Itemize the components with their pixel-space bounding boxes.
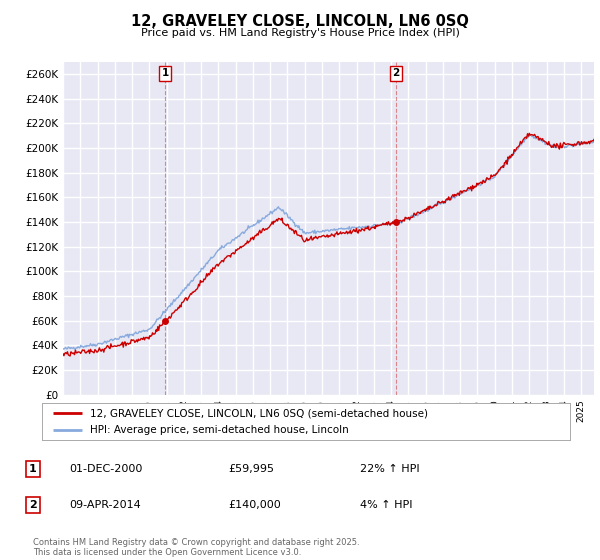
Text: Contains HM Land Registry data © Crown copyright and database right 2025.
This d: Contains HM Land Registry data © Crown c…: [33, 538, 359, 557]
Text: £140,000: £140,000: [228, 500, 281, 510]
Text: 1: 1: [29, 464, 37, 474]
Text: 12, GRAVELEY CLOSE, LINCOLN, LN6 0SQ (semi-detached house): 12, GRAVELEY CLOSE, LINCOLN, LN6 0SQ (se…: [89, 408, 428, 418]
Text: £59,995: £59,995: [228, 464, 274, 474]
Text: Price paid vs. HM Land Registry's House Price Index (HPI): Price paid vs. HM Land Registry's House …: [140, 28, 460, 38]
Text: 4% ↑ HPI: 4% ↑ HPI: [360, 500, 413, 510]
Text: 22% ↑ HPI: 22% ↑ HPI: [360, 464, 419, 474]
Text: 12, GRAVELEY CLOSE, LINCOLN, LN6 0SQ: 12, GRAVELEY CLOSE, LINCOLN, LN6 0SQ: [131, 14, 469, 29]
Text: 09-APR-2014: 09-APR-2014: [69, 500, 141, 510]
Text: 2: 2: [29, 500, 37, 510]
Text: 01-DEC-2000: 01-DEC-2000: [69, 464, 142, 474]
Text: 2: 2: [392, 68, 400, 78]
Text: HPI: Average price, semi-detached house, Lincoln: HPI: Average price, semi-detached house,…: [89, 425, 348, 435]
Text: 1: 1: [161, 68, 169, 78]
